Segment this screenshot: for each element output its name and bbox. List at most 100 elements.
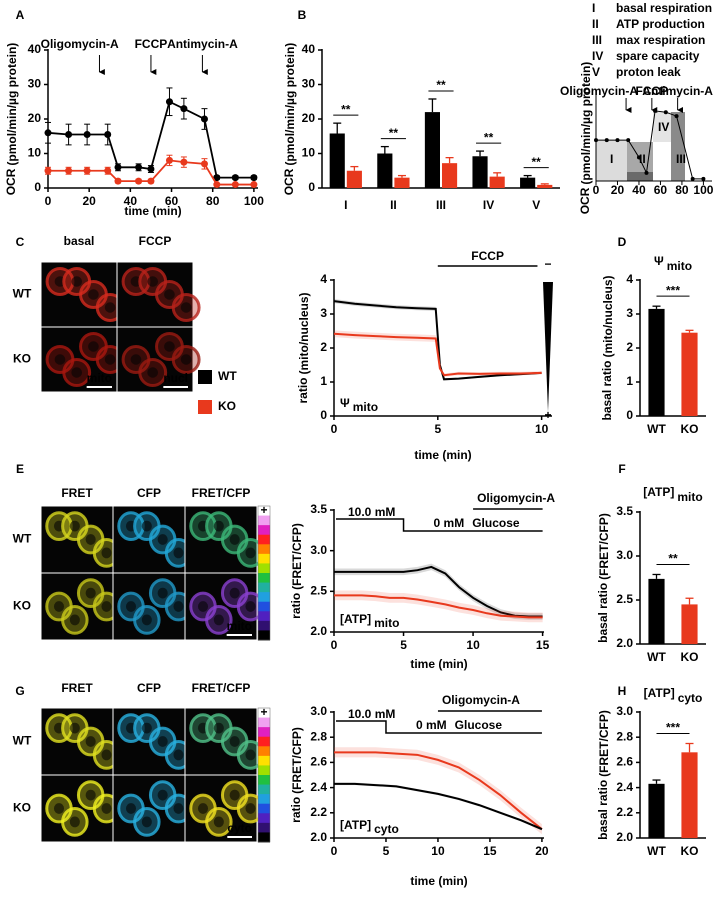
y-tick-label: 20 bbox=[302, 111, 316, 125]
y-tick-label: 2.6 bbox=[310, 755, 327, 769]
micrograph bbox=[40, 774, 121, 843]
nucleus bbox=[101, 601, 112, 612]
nucleus bbox=[157, 789, 168, 801]
x-tick-label: WT bbox=[647, 844, 666, 858]
y-axis-label-sub: (mito/nucleus) bbox=[297, 292, 311, 374]
micrograph bbox=[184, 572, 265, 641]
nucleus bbox=[104, 302, 116, 313]
y-axis-label-sub: (pmol/min/µg protein) bbox=[5, 43, 19, 166]
x-tick-label: KO bbox=[681, 844, 699, 858]
nucleus bbox=[173, 803, 184, 814]
event-label: Antimycin-A bbox=[167, 37, 238, 51]
scale-bar-label: cyto bbox=[227, 821, 252, 835]
nucleus bbox=[213, 614, 224, 626]
y-tick-label: 10 bbox=[302, 146, 316, 160]
x-tick-label: II bbox=[390, 198, 397, 212]
x-tick-label: WT bbox=[647, 650, 666, 664]
column-label: CFP bbox=[137, 681, 161, 695]
series-line bbox=[334, 782, 543, 831]
scale-bar-label: mito bbox=[227, 619, 252, 633]
y-tick-label: 3.0 bbox=[616, 704, 633, 718]
colorbar-band bbox=[258, 765, 270, 776]
point bbox=[636, 155, 641, 160]
nucleus bbox=[213, 816, 224, 828]
panel-letter: G bbox=[15, 684, 24, 698]
key-numeral: IV bbox=[592, 49, 603, 63]
y-axis-label: OCR (pmol/min/µg protein) bbox=[4, 43, 19, 196]
micrograph bbox=[40, 707, 121, 776]
panel-letter: C bbox=[16, 235, 25, 249]
nucleus bbox=[173, 749, 184, 761]
x-axis-label: time (min) bbox=[410, 657, 467, 671]
nucleus bbox=[101, 749, 112, 761]
nucleus bbox=[85, 587, 96, 599]
point bbox=[135, 163, 143, 171]
y-axis-label: basal ratio (FRET/CFP) bbox=[596, 710, 611, 840]
x-tick-label: 80 bbox=[675, 183, 689, 197]
nucleus bbox=[229, 789, 240, 801]
colorbar-band bbox=[258, 620, 270, 631]
key-label: proton leak bbox=[616, 65, 681, 79]
y-axis-label: OCR bbox=[578, 187, 592, 214]
gradient-wedge bbox=[543, 282, 553, 412]
glucose-label: 10.0 mM bbox=[348, 707, 395, 721]
point bbox=[626, 138, 631, 143]
colorbar-band bbox=[258, 515, 270, 526]
x-tick-label: WT bbox=[647, 422, 666, 436]
error-band bbox=[334, 747, 542, 835]
x-axis-label: time (min) bbox=[410, 657, 467, 671]
event-label: Antimycin-A bbox=[642, 84, 713, 98]
nucleus bbox=[147, 276, 159, 287]
significance-label: ** bbox=[341, 102, 351, 116]
x-tick-label: 10 bbox=[466, 638, 480, 652]
micrograph bbox=[116, 326, 201, 393]
x-tick-label: 5 bbox=[400, 638, 407, 652]
nucleus bbox=[69, 520, 80, 532]
y-tick-label: 2.4 bbox=[616, 780, 633, 794]
key-numeral: II bbox=[592, 17, 599, 31]
y-tick-label: 2 bbox=[320, 340, 327, 354]
x-tick-label: 15 bbox=[483, 844, 497, 858]
x-tick-label: 0 bbox=[45, 194, 52, 208]
y-axis-label-sub: (pmol/min/µg protein) bbox=[283, 43, 297, 166]
bar bbox=[681, 604, 698, 644]
nucleus bbox=[229, 587, 240, 599]
colorbar-band bbox=[258, 803, 270, 814]
significance-label: ** bbox=[532, 155, 542, 169]
point bbox=[200, 160, 208, 168]
legend-swatch bbox=[198, 400, 212, 414]
panel-letter: E bbox=[16, 462, 24, 476]
y-axis-label-sub: (FRET/CFP) bbox=[290, 727, 304, 794]
micrograph bbox=[112, 572, 193, 641]
colorbar-band bbox=[258, 534, 270, 545]
panel-letter: H bbox=[618, 684, 627, 698]
colorbar-label: − bbox=[260, 829, 267, 843]
colorbar-band bbox=[258, 746, 270, 757]
bar bbox=[681, 332, 698, 416]
y-axis-label-sub: (pmol/min/µg protein) bbox=[579, 62, 593, 185]
x-tick-label: 40 bbox=[632, 183, 646, 197]
point bbox=[83, 167, 91, 175]
nucleus bbox=[147, 367, 159, 378]
glucose-label: Glucose bbox=[455, 718, 503, 732]
x-axis-label: time (min) bbox=[414, 448, 471, 462]
nucleus bbox=[141, 614, 152, 626]
bar bbox=[424, 112, 440, 188]
colorbar-band bbox=[258, 727, 270, 738]
treatment-label: FCCP bbox=[471, 249, 504, 263]
y-axis-label: ratio (FRET/CFP) bbox=[289, 727, 304, 823]
region-label: IV bbox=[658, 120, 669, 134]
inset-label-sub: cyto bbox=[374, 822, 399, 836]
y-tick-label: 0 bbox=[626, 408, 633, 422]
event-label: FCCP bbox=[135, 37, 168, 51]
series-line bbox=[333, 332, 542, 377]
inset-label: [ATP] mito bbox=[340, 612, 399, 630]
nucleus bbox=[197, 803, 209, 814]
nucleus bbox=[157, 736, 168, 747]
nucleus bbox=[69, 722, 80, 734]
point bbox=[83, 131, 91, 139]
chart-title: [ATP] bbox=[644, 686, 675, 700]
x-tick-label: 0 bbox=[331, 638, 338, 652]
chart-title: [ATP] mito bbox=[643, 485, 702, 504]
